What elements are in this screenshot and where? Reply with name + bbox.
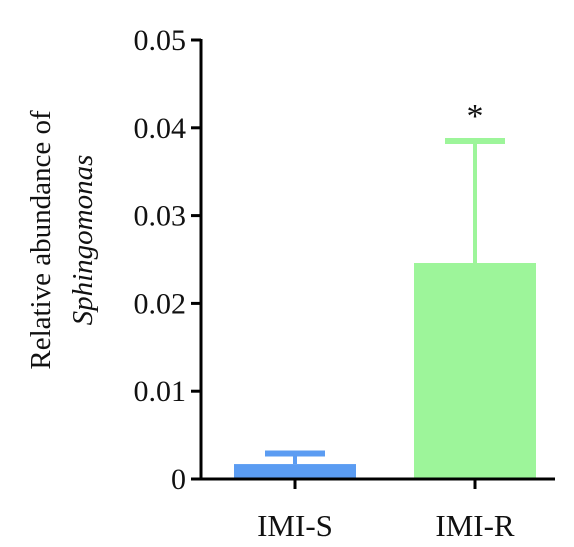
y-axis-title-line-2: Sphingomonas	[67, 155, 99, 326]
y-tick-label: 0.02	[134, 287, 187, 320]
y-axis-title-line-1: Relative abundance of	[25, 110, 57, 370]
y-tick-label: 0.04	[134, 112, 187, 145]
y-ticks: 0 0.01 0.02 0.03 0.04 0.05	[134, 24, 201, 496]
bar-imi-s	[234, 464, 356, 479]
bar-imi-r	[414, 263, 536, 479]
x-ticks: IMI-S IMI-R	[257, 479, 515, 543]
axes-layer	[199, 39, 555, 481]
significance-label: *	[467, 98, 484, 135]
bars-layer: *	[234, 98, 536, 479]
y-tick-label: 0.05	[134, 24, 187, 57]
x-tick-label: IMI-R	[435, 508, 515, 542]
y-tick-label: 0.03	[134, 200, 187, 233]
y-tick-label: 0	[171, 463, 186, 496]
y-axis-title: Relative abundance of Sphingomonas	[25, 110, 99, 370]
x-tick-label: IMI-S	[257, 508, 333, 542]
y-tick-label: 0.01	[134, 375, 187, 408]
